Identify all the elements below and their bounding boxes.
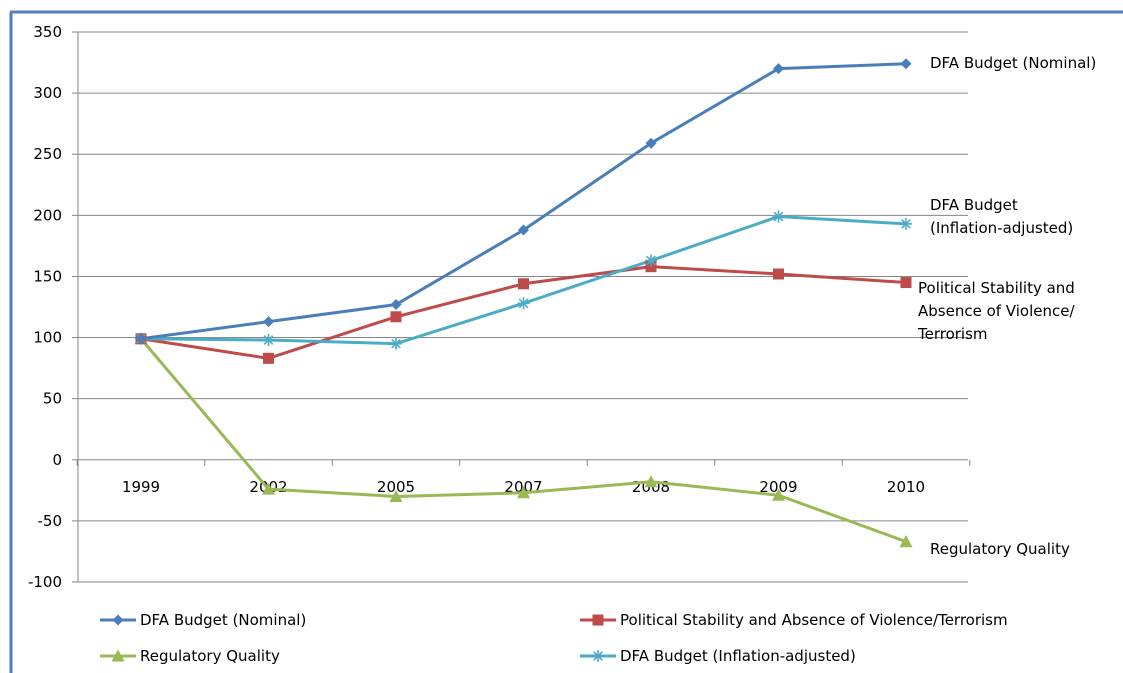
y-tick-label: 300 [33,84,62,102]
data-point-dfa-budget-inflation-adjusted [517,297,530,310]
legend-label: Political Stability and Absence of Viole… [620,611,1008,629]
series-end-label: Absence of Violence/ [918,302,1075,320]
data-point-political-stability-and-absence-of-violence-terrorism [773,268,784,280]
legend-item-regulatory-quality: Regulatory Quality [100,647,280,665]
data-point-regulatory-quality [899,535,913,548]
y-tick-label: 150 [33,267,62,285]
y-tick-label: 200 [33,206,62,224]
series-end-label: Terrorism [917,325,988,343]
data-point-regulatory-quality [389,489,403,502]
data-point-dfa-budget-inflation-adjusted [390,337,402,350]
legend-label: DFA Budget (Inflation-adjusted) [620,647,856,665]
y-tick-label: -50 [38,512,63,530]
legend-label: Regulatory Quality [140,647,280,665]
legend-marker [111,649,125,662]
data-point-political-stability-and-absence-of-violence-terrorism [518,278,529,290]
data-point-dfa-budget-nominal [390,299,402,311]
x-tick-label: 2005 [377,478,415,496]
data-point-dfa-budget-nominal [263,316,274,328]
series-end-label: DFA Budget (Nominal) [930,54,1096,72]
legend: DFA Budget (Nominal) Political Stability … [100,611,1008,665]
data-point-political-stability-and-absence-of-violence-terrorism [390,311,402,323]
data-point-regulatory-quality [644,475,658,488]
data-point-regulatory-quality [517,486,530,499]
x-tick-label: 2010 [887,478,925,496]
series-end-label: Regulatory Quality [930,540,1070,558]
data-point-dfa-budget-nominal [645,137,657,149]
x-tick-label: 1999 [122,478,160,496]
data-point-dfa-budget-inflation-adjusted [262,334,275,346]
data-point-regulatory-quality [772,488,785,501]
data-point-dfa-budget-inflation-adjusted [900,217,912,230]
y-tick-label: 250 [33,145,62,163]
legend-item-dfa-budget-inflation-adjusted: DFA Budget (Inflation-adjusted) [580,647,856,665]
series-end-label: Political Stability and [918,279,1075,297]
data-point-political-stability-and-absence-of-violence-terrorism [900,277,912,289]
x-tick-label: 2009 [759,478,797,496]
data-point-dfa-budget-nominal [135,333,147,345]
data-point-regulatory-quality [262,482,275,495]
data-point-dfa-budget-inflation-adjusted [772,210,785,223]
series-end-labels: DFA Budget (Nominal) Political Stability … [917,54,1096,558]
data-point-dfa-budget-nominal [518,224,529,236]
y-tick-label: 0 [52,451,62,469]
series-markers [134,58,913,548]
y-tick-label: 100 [33,329,62,347]
legend-marker [592,614,604,626]
y-tick-label: 350 [33,23,62,41]
legend-item-dfa-budget-nominal: DFA Budget (Nominal) [100,611,306,629]
legend-item-political-stability-and-absence-of-violence-terrorism: Political Stability and Absence of Viole… [580,611,1008,629]
data-point-political-stability-and-absence-of-violence-terrorism [263,352,274,364]
y-tick-label: -100 [28,573,62,591]
series-end-label: (Inflation-adjusted) [930,219,1073,237]
data-point-political-stability-and-absence-of-violence-terrorism [645,261,657,273]
data-point-dfa-budget-nominal [900,58,912,70]
data-point-dfa-budget-nominal [773,63,784,75]
series-end-label: DFA Budget [930,196,1018,214]
y-tick-label: 50 [43,390,62,408]
legend-label: DFA Budget (Nominal) [140,611,306,629]
legend-marker [592,650,604,662]
legend-marker [112,614,124,626]
gridlines [78,31,968,583]
data-point-dfa-budget-inflation-adjusted [645,254,657,267]
